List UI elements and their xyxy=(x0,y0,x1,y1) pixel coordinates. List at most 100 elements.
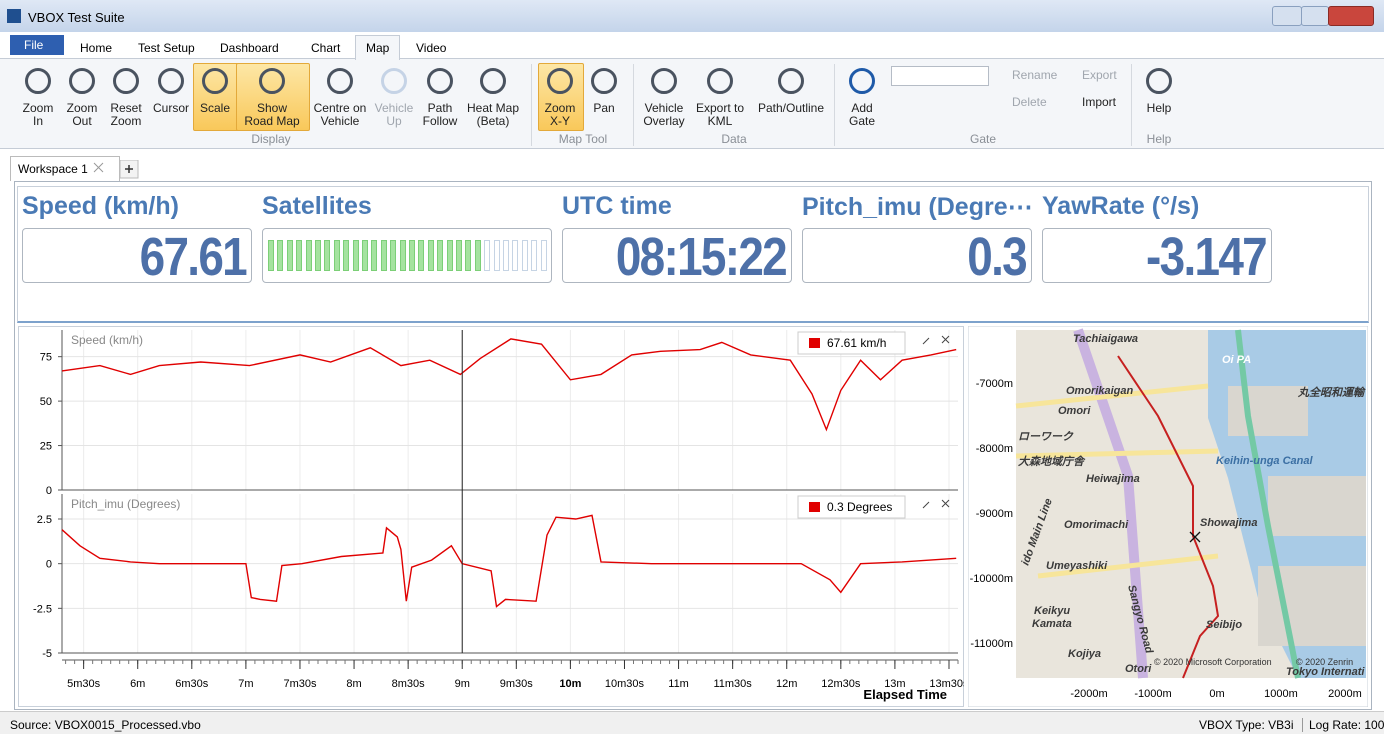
button-icon xyxy=(259,68,285,94)
button-icon xyxy=(158,68,184,94)
button-icon xyxy=(707,68,733,94)
y-tick-label: -5 xyxy=(42,648,52,660)
readout-label: UTC time xyxy=(562,192,794,221)
minimize-button[interactable] xyxy=(1272,6,1302,26)
menu-tab[interactable]: Home xyxy=(80,41,112,55)
map-place-label: Omorimachi xyxy=(1064,519,1129,531)
readout-label: Pitch_imu (Degre⋯ xyxy=(802,192,1034,222)
maximize-button[interactable] xyxy=(1301,6,1329,26)
menu-tab[interactable]: Map xyxy=(355,35,400,60)
satellite-bar xyxy=(456,240,462,271)
title-bar xyxy=(0,0,1384,32)
button-icon xyxy=(591,68,617,94)
small-button: Rename xyxy=(1012,68,1057,82)
app-icon xyxy=(7,9,21,23)
satellite-bar xyxy=(447,240,453,271)
satellite-bar xyxy=(390,240,396,271)
map-place-label: Otori xyxy=(1125,663,1152,675)
legend-swatch xyxy=(809,338,820,348)
satellite-bar xyxy=(353,240,359,271)
map-x-tick-label: -2000m xyxy=(1070,688,1107,700)
readout-label: YawRate (°/s) xyxy=(1042,192,1274,221)
close-tab-icon[interactable] xyxy=(94,163,103,172)
button-icon xyxy=(480,68,506,94)
map-x-tick-label: 1000m xyxy=(1264,688,1298,700)
button-label: Path/Outline xyxy=(751,101,831,115)
map-y-tick-label: -9000m xyxy=(976,508,1013,520)
readout-value: 67.61 xyxy=(56,226,246,288)
menu-tab[interactable]: Video xyxy=(416,41,446,55)
map-place-label: ローワーク xyxy=(1018,430,1074,443)
button-icon xyxy=(113,68,139,94)
button-label: Help xyxy=(1119,101,1199,115)
satellite-bar xyxy=(475,240,481,271)
ribbon-group-label: Map Tool xyxy=(543,132,623,146)
readout-label: Satellites xyxy=(262,192,494,221)
x-tick-label: 11m30s xyxy=(713,678,752,690)
button-icon xyxy=(25,68,51,94)
map-place-label: Tokyo Internati xyxy=(1286,666,1365,678)
map-x-tick-label: 2000m xyxy=(1328,688,1362,700)
satellite-bar xyxy=(287,240,293,271)
y-tick-label: 0 xyxy=(46,485,52,497)
map-place-label: Keihin-unga Canal xyxy=(1216,455,1314,467)
satellite-bar xyxy=(428,240,434,271)
readout-label: Speed (km/h) xyxy=(22,192,254,221)
map-y-tick-label: -7000m xyxy=(976,378,1013,390)
satellite-bar xyxy=(409,240,415,271)
button-icon xyxy=(651,68,677,94)
map-panel: -7000m-8000m-9000m-10000m-11000m-2000m-1… xyxy=(968,326,1368,707)
map-place-label: Tachiaigawa xyxy=(1073,333,1138,345)
map-credit: © 2020 Microsoft Corporation xyxy=(1154,657,1272,667)
button-icon xyxy=(849,68,875,94)
y-tick-label: 75 xyxy=(40,352,52,364)
map-place-label: Omorikaigan xyxy=(1066,385,1134,397)
satellite-bar xyxy=(465,240,471,271)
y-tick-label: 0 xyxy=(46,559,52,571)
app-window: VBOX Test Suite File Workspace 1 Source:… xyxy=(0,0,1384,733)
x-tick-label: 6m30s xyxy=(175,678,209,690)
y-tick-label: 50 xyxy=(40,396,52,408)
satellite-bar xyxy=(268,240,274,271)
map-place-label: Oi PA xyxy=(1222,354,1251,366)
file-button[interactable]: File xyxy=(10,35,64,55)
map-place-label: Heiwajima xyxy=(1086,473,1140,485)
satellite-bar xyxy=(418,240,424,271)
small-button[interactable]: Import xyxy=(1082,95,1116,109)
ribbon-group-label: Data xyxy=(694,132,774,146)
satellite-bar xyxy=(400,240,406,271)
satellite-bar xyxy=(494,240,500,271)
small-button: Export xyxy=(1082,68,1117,82)
y-tick-label: 2.5 xyxy=(37,514,52,526)
map-place-label: Seibijo xyxy=(1206,619,1242,631)
chart-panel: 0255075Speed (km/h)67.61 km/h-5-2.502.5P… xyxy=(18,326,964,707)
menu-tab[interactable]: Chart xyxy=(311,41,340,55)
satellite-bar xyxy=(306,240,312,271)
satellite-bar xyxy=(371,240,377,271)
x-tick-label: 7m30s xyxy=(283,678,317,690)
menu-tab[interactable]: Test Setup xyxy=(138,41,195,55)
satellite-bar xyxy=(315,240,321,271)
map-place-label: Omori xyxy=(1058,405,1091,417)
x-tick-label: 9m xyxy=(455,678,470,690)
gate-dropdown[interactable] xyxy=(891,66,989,86)
ribbon-group-label: Display xyxy=(231,132,311,146)
button-icon xyxy=(1146,68,1172,94)
x-tick-label: 10m xyxy=(559,678,581,690)
button-label: Export to xyxy=(680,101,760,115)
ribbon-group-label: Help xyxy=(1119,132,1199,146)
map-place-label: Showajima xyxy=(1200,517,1257,529)
status-type: VBOX Type: VB3i xyxy=(1199,718,1294,732)
tab-controls xyxy=(92,160,140,180)
close-button[interactable] xyxy=(1328,6,1374,26)
map-place-label: Umeyashiki xyxy=(1046,560,1108,572)
x-tick-label: 12m30s xyxy=(821,678,861,690)
map-place-label: Keikyu xyxy=(1034,605,1070,617)
button-label: KML xyxy=(680,114,760,128)
menu-tab[interactable]: Dashboard xyxy=(220,41,279,55)
tab-row xyxy=(0,32,1384,59)
x-tick-label: 12m xyxy=(776,678,797,690)
satellite-bar xyxy=(343,240,349,271)
satellite-bar xyxy=(503,240,509,271)
map-place-label: Kamata xyxy=(1032,618,1072,630)
